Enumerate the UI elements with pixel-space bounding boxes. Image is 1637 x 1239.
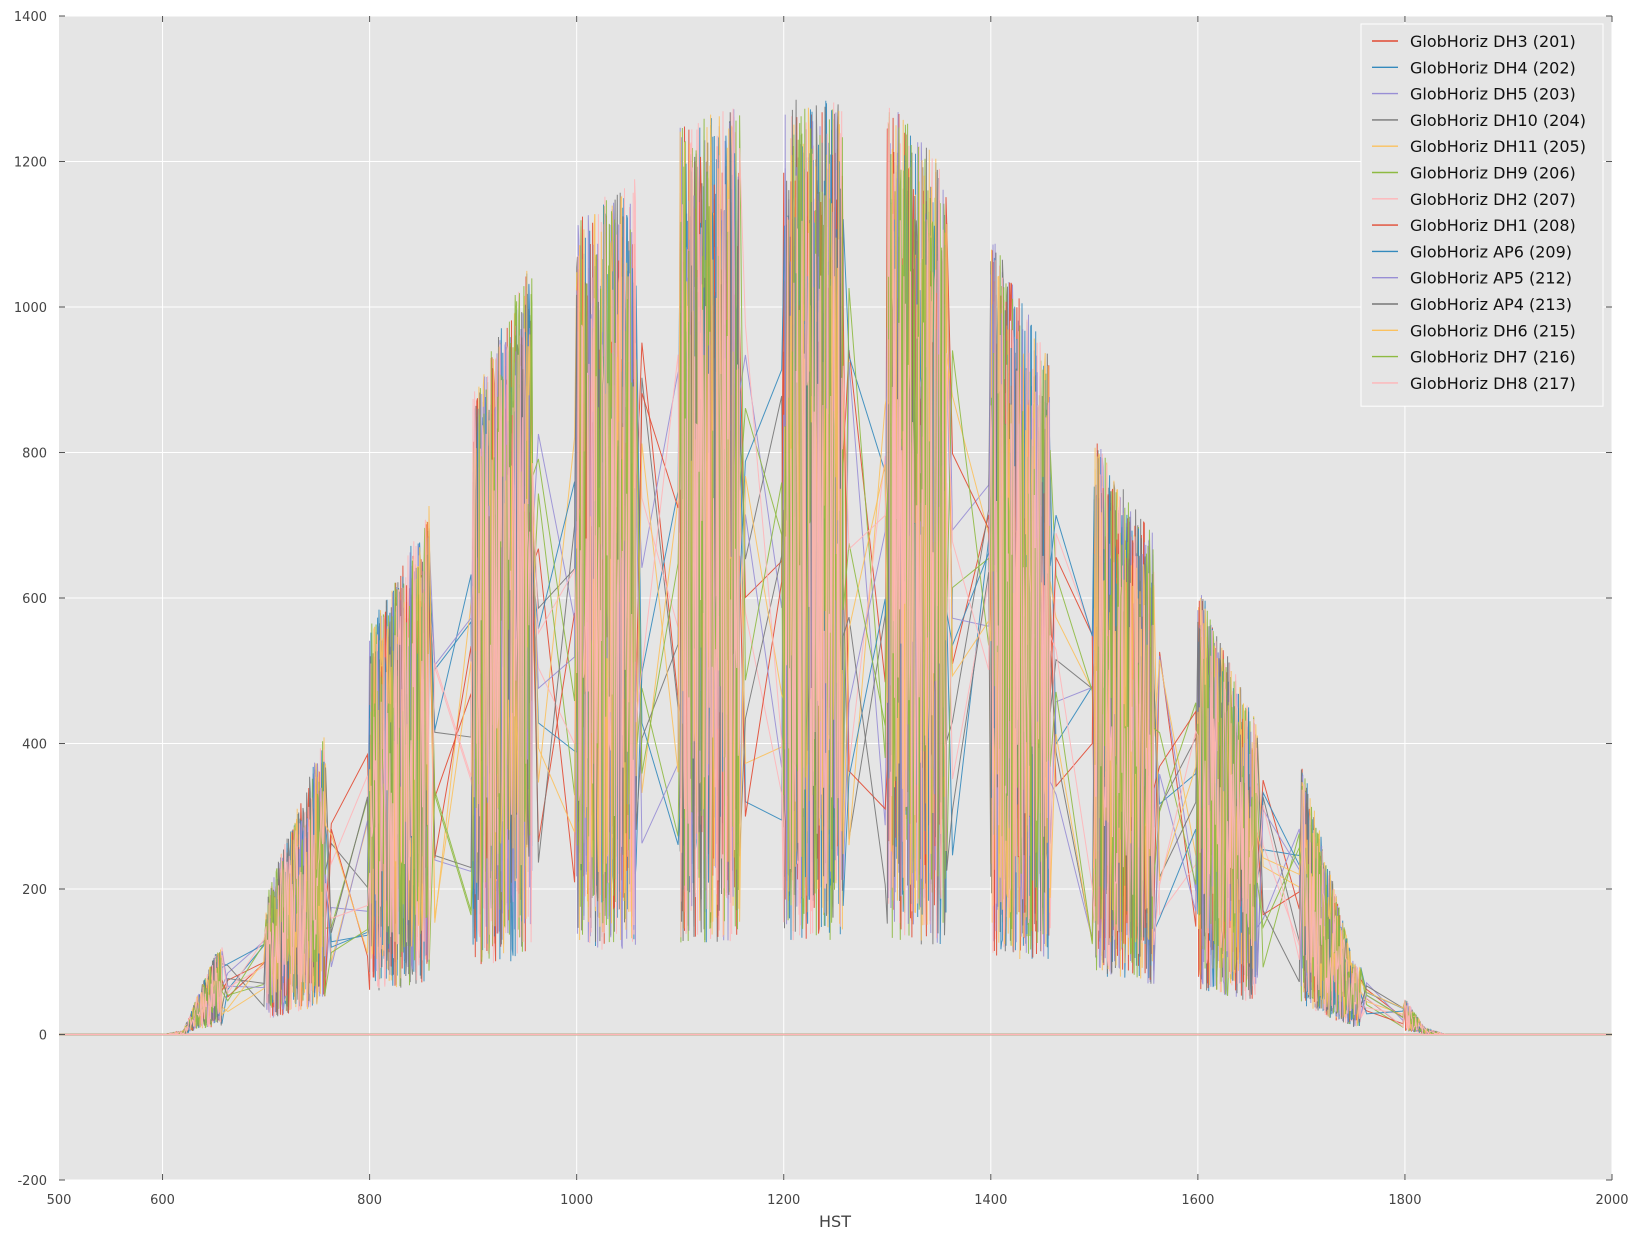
legend-label: GlobHoriz DH7 (216) — [1410, 348, 1576, 367]
x-tick-label: 1800 — [1388, 1193, 1421, 1208]
x-tick-label: 2000 — [1595, 1193, 1628, 1208]
legend-label: GlobHoriz DH8 (217) — [1410, 374, 1576, 393]
y-tick-label: 0 — [39, 1029, 47, 1044]
legend-label: GlobHoriz DH1 (208) — [1410, 216, 1576, 235]
x-tick-label: 1000 — [560, 1193, 593, 1208]
x-tick-label: 600 — [150, 1193, 175, 1208]
legend: GlobHoriz DH3 (201) GlobHoriz DH4 (202) Gl… — [1360, 23, 1604, 407]
legend-label: GlobHoriz DH3 (201) — [1410, 32, 1576, 51]
x-tick-label: 500 — [47, 1193, 72, 1208]
y-tick-label: 200 — [22, 883, 47, 898]
legend-box — [1360, 23, 1604, 407]
axis-ticks — [59, 15, 1613, 1181]
y-tick-label: 1000 — [14, 301, 47, 316]
legend-label: GlobHoriz AP6 (209) — [1410, 242, 1572, 261]
legend-label: GlobHoriz AP4 (213) — [1410, 295, 1572, 314]
y-tick-label: -200 — [17, 1174, 47, 1189]
x-tick-label: 1600 — [1181, 1193, 1214, 1208]
legend-label: GlobHoriz DH9 (206) — [1410, 164, 1576, 183]
x-tick-label: 800 — [357, 1193, 382, 1208]
legend-label: GlobHoriz DH5 (203) — [1410, 85, 1576, 104]
y-tick-labels: -200 0 200 400 600 800 1000 1200 1400 — [14, 10, 47, 1189]
y-tick-label: 1400 — [14, 10, 47, 25]
series-line — [162, 102, 1447, 1036]
legend-label: GlobHoriz DH2 (207) — [1410, 190, 1576, 209]
legend-label: GlobHoriz DH6 (215) — [1410, 321, 1576, 340]
legend-label: GlobHoriz DH10 (204) — [1410, 111, 1586, 130]
series-lines — [59, 99, 1612, 1036]
y-tick-label: 800 — [22, 447, 47, 462]
legend-label: GlobHoriz DH4 (202) — [1410, 58, 1576, 77]
x-tick-label: 1200 — [767, 1193, 800, 1208]
legend-label: GlobHoriz DH11 (205) — [1410, 137, 1586, 156]
legend-label: GlobHoriz AP5 (212) — [1410, 269, 1572, 288]
x-tick-label: 1400 — [974, 1193, 1007, 1208]
y-tick-label: 1200 — [14, 156, 47, 171]
y-tick-label: 400 — [22, 738, 47, 753]
x-tick-labels: 600 800 1000 1200 1400 1600 1800 2000 500 — [47, 1193, 1629, 1208]
x-axis-label: HST — [819, 1212, 851, 1231]
y-tick-label: 600 — [22, 592, 47, 607]
